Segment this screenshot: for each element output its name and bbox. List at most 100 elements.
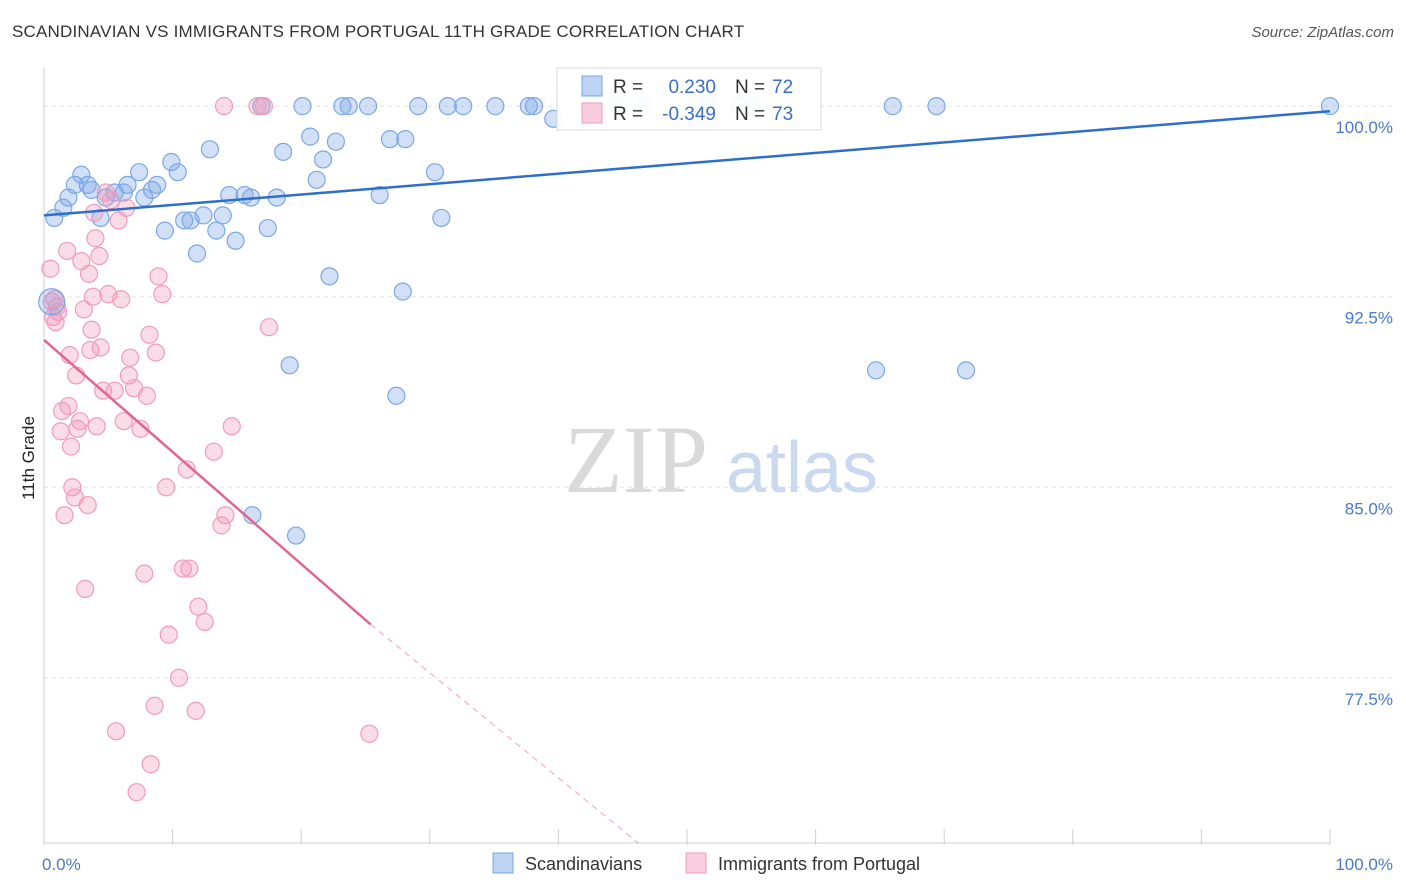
portugal-point: [83, 287, 102, 306]
scandinavian-point: [519, 97, 538, 116]
portugal-point: [173, 559, 192, 578]
portugal-point: [131, 419, 150, 438]
scandinavian-point: [162, 152, 181, 172]
portugal-point: [146, 343, 165, 362]
portugal-point: [59, 396, 78, 416]
scandinavian-point: [194, 206, 213, 225]
portugal-point: [87, 417, 106, 436]
portugal-point: [204, 442, 223, 461]
stats-swatch: [581, 75, 603, 97]
portugal-point: [216, 506, 235, 525]
scandinavian-point: [432, 208, 451, 228]
portugal-point: [222, 417, 241, 436]
scandinavian-point: [380, 130, 400, 149]
portugal-point: [112, 290, 131, 309]
chart-source: Source: ZipAtlas.com: [1251, 24, 1394, 41]
legend-label-portugal: Immigrants from Portugal: [718, 854, 920, 874]
scandinavian-point: [313, 150, 333, 169]
portugal-point: [157, 478, 176, 497]
portugal-point: [105, 381, 124, 400]
portugal-point: [41, 259, 60, 278]
scandinavian-point: [118, 175, 137, 194]
scandinavian-point: [320, 267, 339, 286]
scandinavian-point: [307, 170, 326, 189]
scandinavian-point: [358, 97, 378, 116]
scandinavian-point: [438, 97, 457, 116]
scandinavian-point: [213, 206, 232, 225]
portugal-point: [76, 579, 95, 599]
portugal-point: [61, 437, 81, 456]
scandinavian-point: [866, 361, 886, 380]
scandinavian-point: [274, 142, 293, 161]
scandinavian-point: [370, 185, 389, 205]
portugal-point: [254, 97, 274, 116]
y-tick-label: 92.5%: [1345, 309, 1393, 328]
scandinavian-trend-line: [43, 109, 1331, 217]
scandinavian-point: [175, 211, 194, 230]
stats-box: R = 0.230 N = 72 R = -0.349 N = 73: [556, 67, 822, 131]
y-tick-label: 77.5%: [1345, 690, 1393, 709]
scandinavian-point: [425, 163, 445, 182]
portugal-point: [101, 191, 120, 210]
portugal-point: [58, 241, 77, 261]
stats-r-label: R =: [613, 77, 643, 98]
portugal-point: [86, 229, 105, 248]
scandinavian-point: [200, 140, 219, 159]
portugal-point: [82, 320, 101, 339]
scandinavian-point: [96, 188, 115, 207]
scandinavian-point: [168, 163, 187, 182]
scandinavian-point: [280, 356, 299, 375]
portugal-point: [55, 506, 74, 525]
portugal-point: [78, 495, 97, 515]
y-tick-label: 85.0%: [1345, 499, 1393, 518]
x-tick-label-max: 100.0%: [1335, 855, 1393, 874]
scandinavian-point: [130, 163, 149, 182]
stats-n-value: 73: [772, 104, 793, 125]
scandinavian-point: [207, 221, 226, 240]
portugal-point: [177, 460, 196, 479]
stats-swatch: [581, 102, 603, 124]
scandinavian-point: [339, 97, 358, 116]
portugal-point: [141, 755, 160, 774]
portugal-point: [159, 625, 178, 644]
portugal-point: [189, 597, 208, 616]
portugal-point: [114, 412, 133, 431]
scandinavian-point: [956, 361, 976, 380]
portugal-point: [127, 783, 146, 802]
portugal-point: [153, 285, 172, 304]
scandinavian-point: [387, 386, 406, 405]
portugal-point: [121, 348, 140, 367]
stats-r-value: -0.349: [662, 104, 716, 125]
legend-swatch-portugal: [685, 852, 707, 874]
stats-r-value: 0.230: [668, 77, 716, 98]
legend-swatch-scandinavians: [492, 852, 514, 874]
stats-n-label: N =: [735, 104, 765, 125]
portugal-point: [145, 696, 164, 715]
scandinavian-point: [82, 180, 101, 200]
portugal-trend-extension: [370, 624, 639, 844]
legend: Scandinavians Immigrants from Portugal: [492, 852, 920, 874]
scandinavian-point: [258, 218, 277, 238]
stats-n-label: N =: [735, 77, 765, 98]
portugal-point: [42, 292, 61, 311]
portugal-point: [259, 318, 279, 337]
portugal-trend-line: [43, 338, 372, 626]
y-axis-label: 11th Grade: [19, 416, 38, 500]
scandinavian-point: [155, 221, 174, 240]
portugal-point: [90, 246, 109, 266]
scandinavian-point: [65, 175, 84, 194]
scandinavian-point: [524, 97, 544, 116]
watermark-zip: ZIP: [564, 406, 708, 513]
portugal-point: [169, 668, 189, 687]
portugal-point: [43, 307, 63, 327]
trend-lines: [43, 109, 1331, 844]
portugal-point: [106, 722, 126, 741]
scandinavian-point: [293, 97, 312, 116]
scandinavian-point: [454, 97, 473, 116]
scandinavian-point: [333, 97, 352, 116]
scandinavian-point: [38, 288, 66, 316]
y-tick-label: 100.0%: [1335, 118, 1393, 137]
portugal-point: [74, 300, 93, 319]
scandinavian-point: [883, 97, 902, 116]
axes: 100.0% 92.5% 85.0% 77.5% 0.0% 100.0%: [42, 68, 1393, 874]
